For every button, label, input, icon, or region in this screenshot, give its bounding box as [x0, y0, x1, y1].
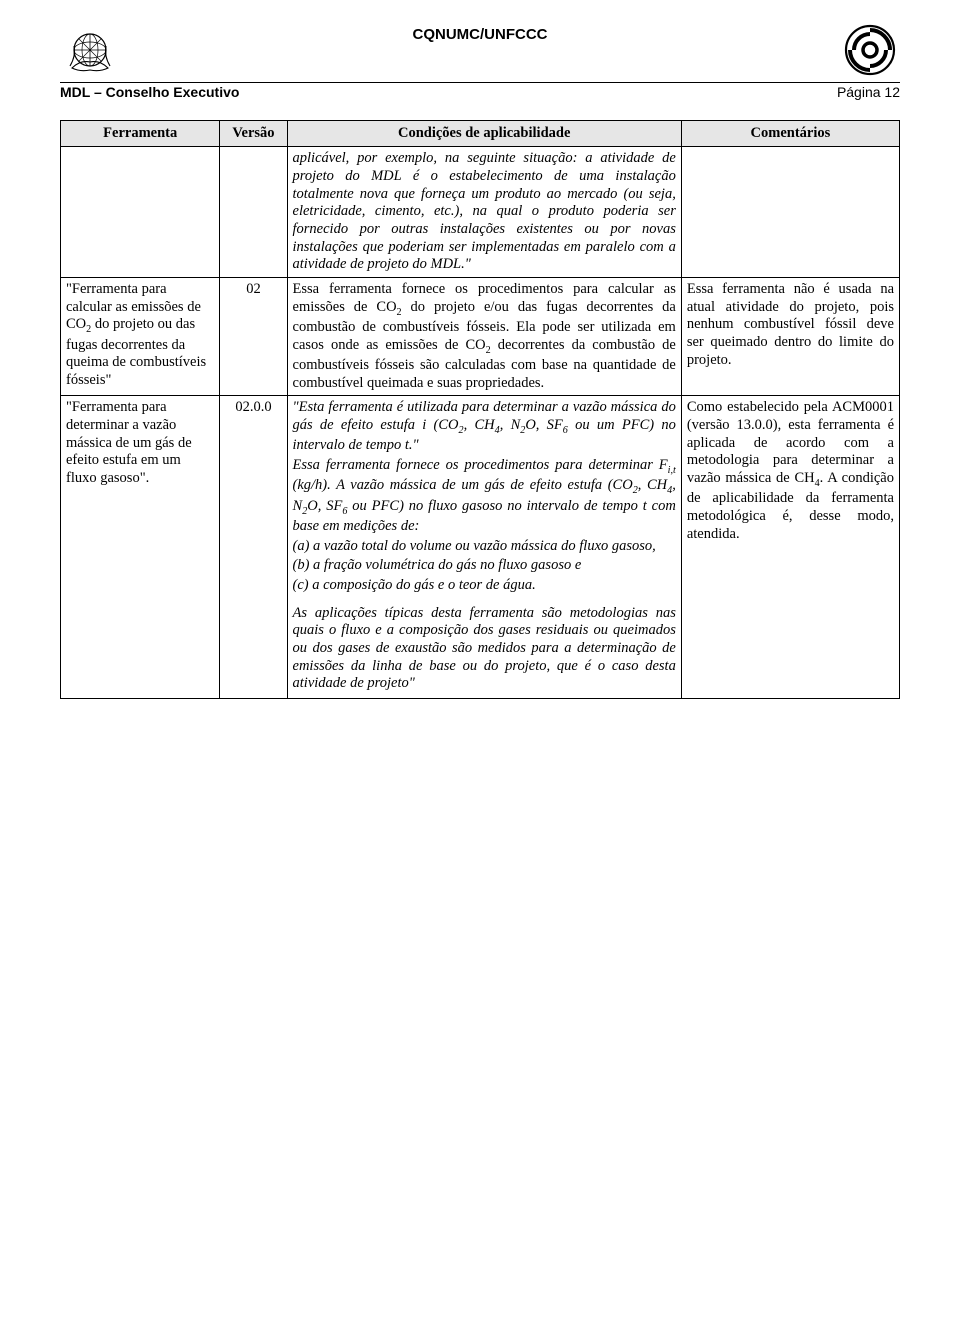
cell-conditions-0: aplicável, por exemplo, na seguinte situ… — [287, 147, 681, 278]
cond2-p2-b: (kg/h). A vazão mássica de um gás de efe… — [293, 477, 633, 493]
cond2-p2-c: , CH — [638, 477, 667, 493]
cond2-li-a: (a) a vazão total do volume ou vazão más… — [293, 538, 676, 556]
cell-tool-1: "Ferramenta para calcular as emissões de… — [61, 278, 220, 396]
org-title: CQNUMC/UNFCCC — [120, 20, 840, 45]
cond0-text: aplicável, por exemplo, na seguinte situ… — [293, 150, 676, 272]
cond2-p2-e: O, SF — [307, 498, 342, 514]
tools-table: Ferramenta Versão Condições de aplicabil… — [60, 120, 900, 700]
cell-comments-1: Essa ferramenta não é usada na atual ati… — [681, 278, 899, 396]
page-header: CQNUMC/UNFCCC — [60, 20, 900, 80]
cell-conditions-1: Essa ferramenta fornece os procedimentos… — [287, 278, 681, 396]
sub-it: i,t — [668, 465, 676, 476]
un-logo-icon — [60, 20, 120, 80]
cond2-p2-f: ou PFC) no fluxo gasoso no intervalo de … — [293, 498, 676, 534]
table-row: "Ferramenta para determinar a vazão máss… — [61, 396, 900, 699]
th-comments: Comentários — [681, 120, 899, 147]
cell-conditions-2: "Esta ferramenta é utilizada para determ… — [287, 396, 681, 699]
th-conditions: Condições de aplicabilidade — [287, 120, 681, 147]
cell-version-empty — [220, 147, 287, 278]
cond2-p1: "Esta ferramenta é utilizada para determ… — [293, 399, 676, 455]
cond2-li-b: (b) a fração volumétrica do gás no fluxo… — [293, 557, 676, 575]
cell-version-2: 02.0.0 — [220, 396, 287, 699]
table-row: aplicável, por exemplo, na seguinte situ… — [61, 147, 900, 278]
cond2-li-c: (c) a composição do gás e o teor de água… — [293, 577, 676, 595]
sub-header: MDL – Conselho Executivo Página 12 — [60, 82, 900, 102]
th-tool: Ferramenta — [61, 120, 220, 147]
cell-comments-empty — [681, 147, 899, 278]
page-number: Página 12 — [837, 84, 900, 102]
cell-tool-2: "Ferramenta para determinar a vazão máss… — [61, 396, 220, 699]
cell-comments-2: Como estabelecido pela ACM0001 (versão 1… — [681, 396, 899, 699]
cond2-p2-a: Essa ferramenta fornece os procedimentos… — [293, 457, 668, 473]
cond2-p2: Essa ferramenta fornece os procedimentos… — [293, 457, 676, 536]
table-row: "Ferramenta para calcular as emissões de… — [61, 278, 900, 396]
table-header-row: Ferramenta Versão Condições de aplicabil… — [61, 120, 900, 147]
cond2-it-d: O, SF — [525, 417, 562, 433]
cond2-p3: As aplicações típicas desta ferramenta s… — [293, 605, 676, 693]
doc-context: MDL – Conselho Executivo — [60, 84, 239, 102]
th-version: Versão — [220, 120, 287, 147]
cond2-it-b: , CH — [464, 417, 495, 433]
cell-tool-empty — [61, 147, 220, 278]
unfccc-logo-icon — [840, 20, 900, 80]
cond2-it-c: , N — [500, 417, 521, 433]
cell-version-1: 02 — [220, 278, 287, 396]
